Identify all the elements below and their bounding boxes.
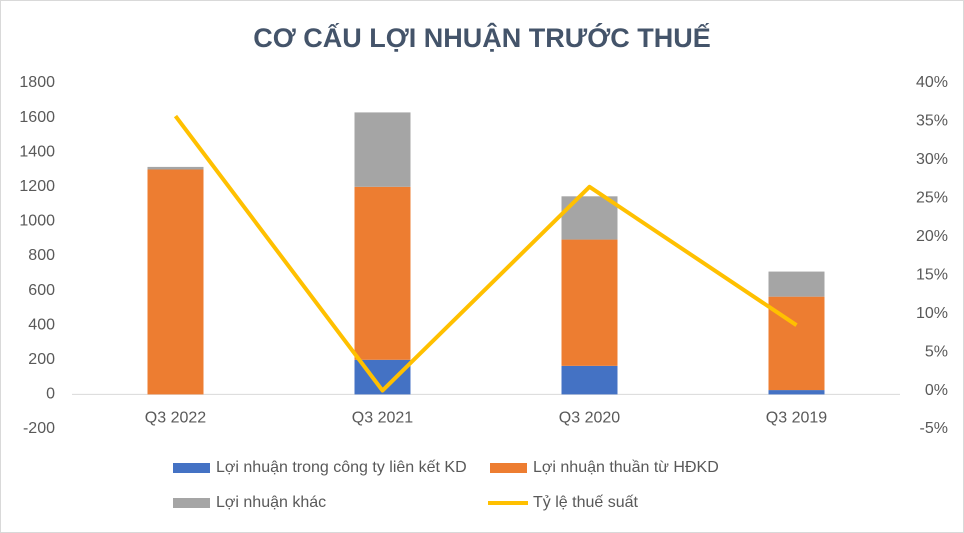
y-tick-label: 1600 [19, 109, 55, 126]
x-tick-label: Q3 2019 [766, 410, 827, 427]
bar-segment [768, 271, 825, 297]
legend-label: Tỷ lệ thuế suất [533, 494, 639, 511]
legend-label: Lợi nhuận khác [216, 494, 326, 511]
y-tick-label: 400 [28, 316, 55, 333]
legend-label: Lợi nhuận trong công ty liên kết KD [216, 459, 467, 476]
y-tick-label: 1800 [19, 74, 55, 91]
y2-tick-label: 5% [925, 343, 948, 360]
chart-title: CƠ CẤU LỢI NHUẬN TRƯỚC THUẾ [253, 22, 710, 53]
bar-segment [354, 112, 411, 187]
y2-tick-label: 35% [916, 113, 948, 130]
bar-segment [147, 166, 204, 170]
y-tick-label: 1400 [19, 143, 55, 160]
bar-segment [354, 186, 411, 360]
bar-segment [147, 169, 204, 395]
y2-tick-label: 20% [916, 228, 948, 245]
legend-swatch [173, 463, 210, 473]
bar-segment [561, 365, 618, 395]
bar-segment [561, 239, 618, 366]
y2-tick-label: 10% [916, 305, 948, 322]
y-tick-label: 800 [28, 247, 55, 264]
y2-tick-label: 15% [916, 266, 948, 283]
y2-tick-label: 40% [916, 74, 948, 91]
legend-swatch [173, 498, 210, 508]
legend-label: Lợi nhuận thuần từ HĐKD [533, 459, 719, 476]
x-tick-label: Q3 2022 [145, 410, 206, 427]
bar-segment [768, 390, 825, 395]
y2-tick-label: 30% [916, 151, 948, 168]
y2-tick-label: -5% [920, 420, 948, 437]
x-tick-label: Q3 2020 [559, 410, 620, 427]
y-tick-label: 600 [28, 282, 55, 299]
legend-swatch [490, 463, 527, 473]
y-tick-label: 0 [46, 386, 55, 403]
y2-tick-label: 0% [925, 382, 948, 399]
y-tick-label: 1000 [19, 213, 55, 230]
y-tick-label: -200 [23, 420, 55, 437]
y-tick-label: 200 [28, 351, 55, 368]
x-tick-label: Q3 2021 [352, 410, 413, 427]
line-series [173, 114, 798, 393]
y2-tick-label: 25% [916, 190, 948, 207]
y-tick-label: 1200 [19, 178, 55, 195]
bar-segment [561, 196, 618, 240]
